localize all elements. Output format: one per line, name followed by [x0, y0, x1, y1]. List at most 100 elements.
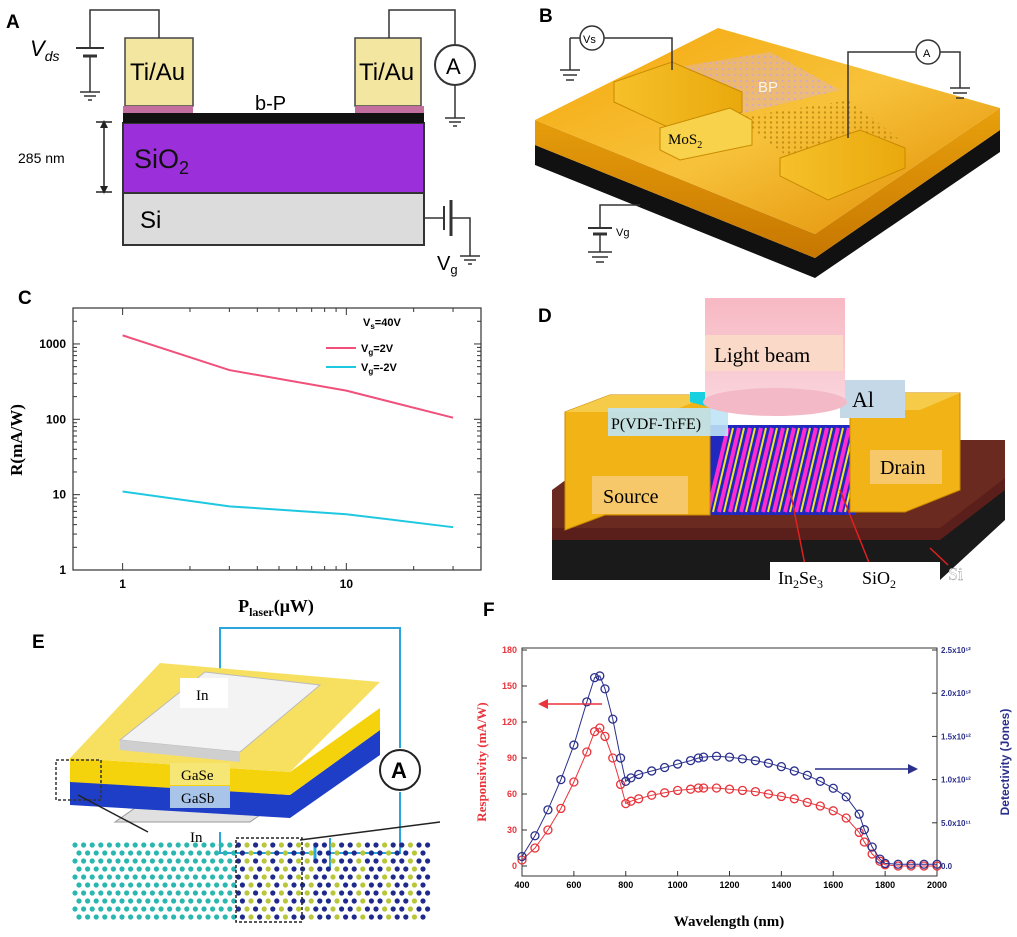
- data-point: [789, 794, 799, 804]
- atom: [274, 850, 280, 856]
- atom: [222, 882, 228, 888]
- atom: [85, 914, 91, 920]
- atom: [347, 858, 353, 864]
- atom: [270, 858, 276, 864]
- atom: [317, 866, 323, 872]
- atom: [347, 874, 353, 880]
- atom: [356, 858, 362, 864]
- atom: [382, 842, 388, 848]
- atom: [330, 890, 336, 896]
- data-point: [615, 753, 626, 763]
- atom: [343, 882, 349, 888]
- x-tick-label: 1000: [668, 880, 688, 890]
- atom: [347, 842, 353, 848]
- atom: [364, 906, 370, 912]
- atom: [110, 898, 116, 904]
- atom: [304, 842, 310, 848]
- si-substrate: [122, 192, 425, 246]
- atom: [179, 914, 185, 920]
- bottom-in-label: In: [190, 830, 203, 846]
- atom: [110, 914, 116, 920]
- atom: [175, 874, 181, 880]
- contact-right-adhesion: [355, 106, 424, 113]
- gase-label-box: [170, 763, 230, 785]
- atom: [214, 850, 220, 856]
- atom: [334, 850, 340, 856]
- data-point: [543, 805, 553, 815]
- data-point: [698, 783, 709, 793]
- light-beam-label-box: [705, 335, 843, 371]
- atom: [210, 890, 216, 896]
- panel-c-letter: C: [18, 288, 32, 309]
- lattice-stripe: [772, 427, 796, 513]
- atom: [407, 874, 413, 880]
- data-point: [698, 752, 709, 762]
- atom: [411, 914, 417, 920]
- zoom-box: [55, 759, 102, 801]
- atom: [98, 858, 104, 864]
- source-label: Source: [603, 486, 659, 508]
- data-point: [815, 801, 825, 811]
- atom: [102, 882, 108, 888]
- atom: [184, 890, 190, 896]
- ammeter-b-label: A: [923, 48, 931, 60]
- atom: [145, 882, 151, 888]
- atom: [403, 866, 409, 872]
- chart-f-ylabel-left: Responsivity (mA/W): [474, 702, 489, 822]
- x-tick-label: 1800: [875, 880, 895, 890]
- lattice-stripe: [783, 427, 807, 513]
- atom: [201, 906, 207, 912]
- atom: [382, 890, 388, 896]
- atom: [411, 882, 417, 888]
- drain-label: Drain: [880, 457, 926, 479]
- lattice-stripe: [794, 427, 818, 513]
- atom: [239, 914, 245, 920]
- atom: [351, 898, 357, 904]
- atom: [192, 842, 198, 848]
- atom: [325, 882, 331, 888]
- lattice-stripe: [805, 427, 829, 513]
- atom: [317, 898, 323, 904]
- atom: [373, 858, 379, 864]
- pointer-in2se3: [789, 489, 806, 566]
- panel-b: B BP MoS2 Vs A: [535, 6, 1000, 278]
- atom: [171, 850, 177, 856]
- atom: [425, 890, 431, 896]
- data-point: [660, 762, 670, 773]
- data-point: [841, 813, 851, 823]
- atom: [231, 850, 237, 856]
- atom: [89, 890, 95, 896]
- atom: [188, 850, 194, 856]
- data-point: [595, 671, 605, 681]
- atom: [128, 898, 134, 904]
- atom: [403, 850, 409, 856]
- light-beam-label: Light beam: [714, 343, 810, 367]
- data-point: [582, 697, 592, 707]
- atom: [93, 866, 99, 872]
- atom: [343, 850, 349, 856]
- atom: [89, 842, 95, 848]
- series-line-neg: [122, 490, 454, 529]
- atom: [399, 874, 405, 880]
- atom: [416, 906, 422, 912]
- atom: [321, 858, 327, 864]
- atom: [261, 906, 267, 912]
- atom: [394, 866, 400, 872]
- atom: [106, 890, 112, 896]
- atom: [313, 906, 319, 912]
- legend-entry-neg: Vg=-2V: [361, 362, 397, 376]
- atom: [356, 890, 362, 896]
- atom: [205, 850, 211, 856]
- data-point: [724, 784, 735, 794]
- atom: [171, 882, 177, 888]
- atom: [76, 882, 82, 888]
- chart-f-ticks: 400 600 800 1000 1200 1400 1600 1800 2000 0 30 60 90…: [502, 645, 971, 890]
- bp-flake: [660, 52, 840, 115]
- atom: [214, 882, 220, 888]
- atom: [377, 866, 383, 872]
- atom: [351, 866, 357, 872]
- atom: [373, 890, 379, 896]
- atom: [407, 858, 413, 864]
- atom: [325, 898, 331, 904]
- data-point: [530, 831, 540, 841]
